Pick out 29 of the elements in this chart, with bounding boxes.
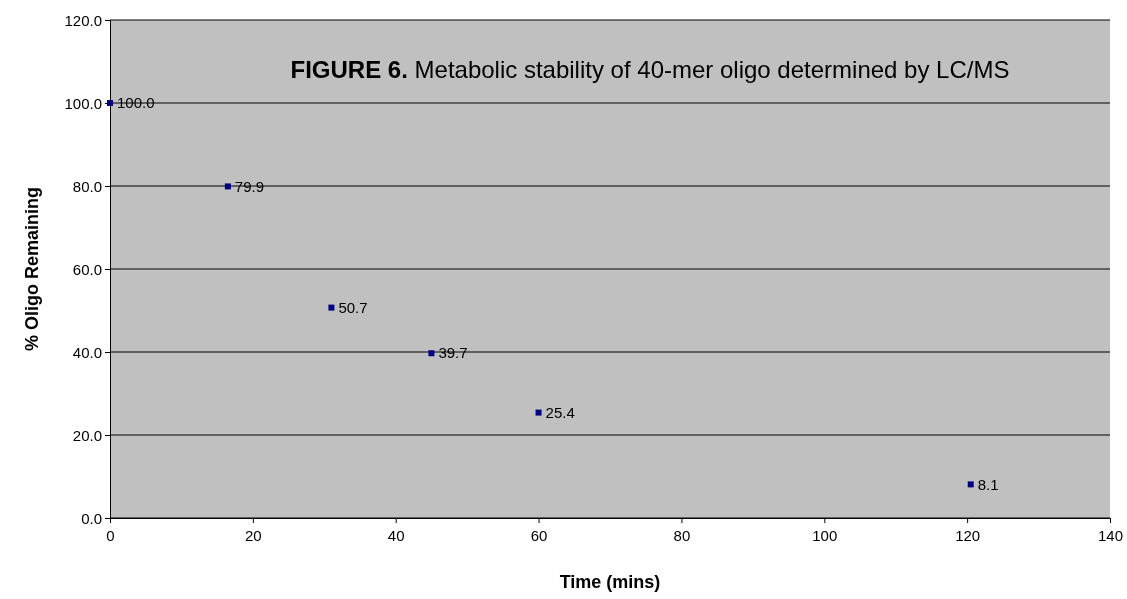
data-label: 39.7 [438, 344, 468, 362]
data-label: 100.0 [117, 94, 155, 112]
x-tick-label: 100 [812, 527, 838, 544]
y-tick-label: 20.0 [72, 426, 102, 444]
data-label: 50.7 [338, 298, 368, 316]
data-label: 25.4 [545, 403, 575, 421]
y-axis-title: % Oligo Remaining [22, 186, 42, 352]
point [967, 481, 974, 488]
x-axis-title: Time (mins) [559, 572, 661, 592]
text: FIGURE 6. Metabolic stability of 40-mer oligo determined by LC/MS [290, 56, 1010, 83]
point [328, 304, 335, 311]
x-tick-label: 60 [530, 527, 548, 544]
y-tick-label: 100.0 [64, 94, 102, 112]
point [535, 409, 542, 416]
y-tick-label: 40.0 [72, 343, 102, 361]
x-tick-label: 0 [106, 527, 115, 544]
x-tick-label: 20 [245, 527, 262, 544]
data-label: 79.9 [234, 177, 265, 195]
y-tick-label: 60.0 [72, 260, 102, 278]
x-tick-label: 80 [673, 527, 691, 544]
x-tick-label: 140 [1097, 527, 1124, 544]
y-tick-label: 0.0 [81, 509, 102, 527]
y-tick-label: 80.0 [72, 177, 102, 195]
y-tick-label: 120.0 [64, 11, 102, 29]
point [428, 350, 435, 357]
x-tick-label: 40 [387, 527, 405, 544]
data-label: 8.1 [977, 475, 999, 493]
point [224, 183, 231, 190]
x-tick-label: 120 [955, 527, 981, 544]
